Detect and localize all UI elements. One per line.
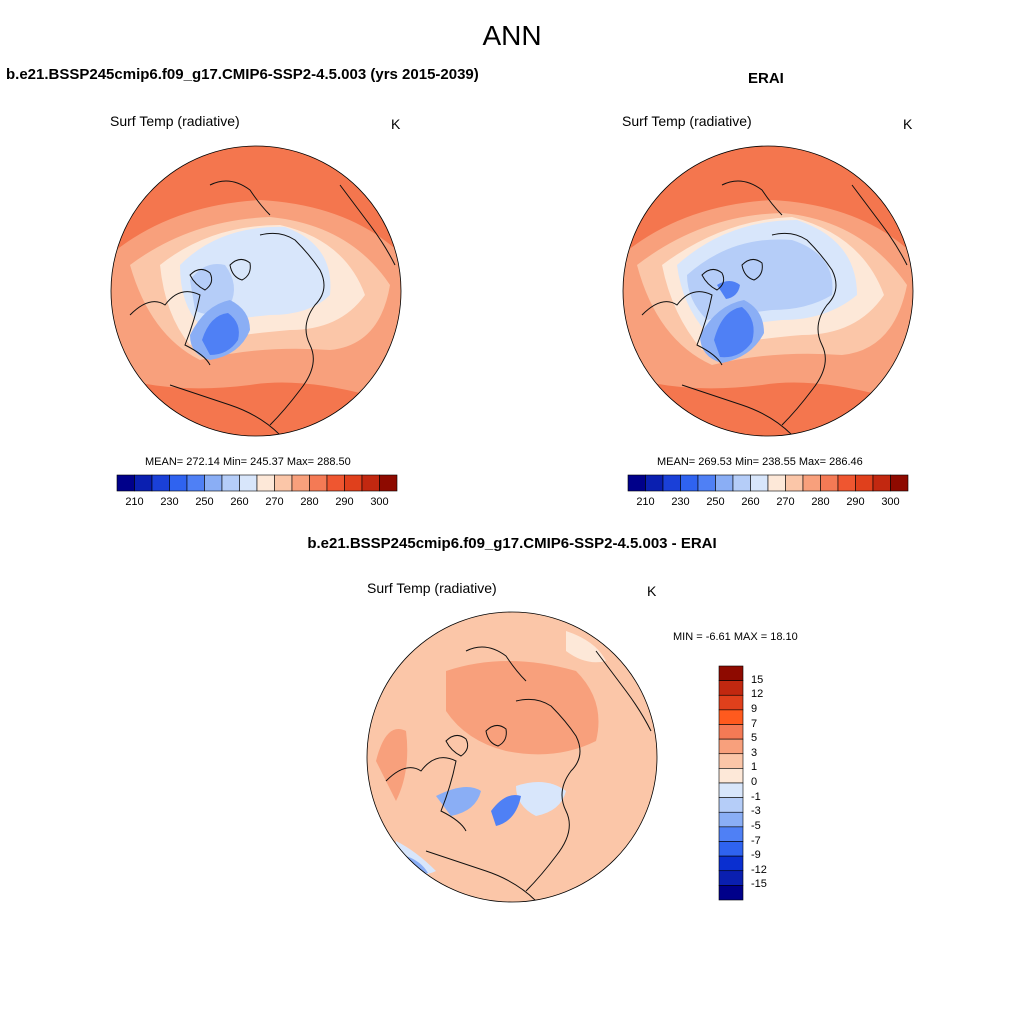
colorbar-swatch	[256, 474, 275, 492]
model-polar-map	[110, 145, 402, 437]
colorbar-tick-label: -7	[751, 834, 761, 847]
colorbar-swatch	[802, 474, 821, 492]
colorbar-swatch	[186, 474, 205, 492]
colorbar-tick-label: -1	[751, 790, 761, 803]
colorbar-swatch	[767, 474, 786, 492]
colorbar-swatch	[718, 797, 744, 813]
colorbar-tick-label: 290	[846, 496, 865, 508]
colorbar-swatch	[837, 474, 856, 492]
colorbar-swatch	[169, 474, 188, 492]
colorbar-swatch	[662, 474, 681, 492]
diff-unit-label: K	[647, 583, 657, 599]
obs-stats: MEAN= 269.53 Min= 238.55 Max= 286.46	[657, 456, 863, 468]
colorbar-tick-label: 290	[335, 496, 354, 508]
colorbar-tick-label: 250	[706, 496, 725, 508]
colorbar-tick-label: 230	[160, 496, 179, 508]
colorbar-swatch	[151, 474, 170, 492]
colorbar-swatch	[890, 474, 909, 492]
colorbar-tick-label: 15	[751, 673, 764, 686]
colorbar-swatch	[274, 474, 293, 492]
model-unit-label: K	[391, 116, 401, 132]
model-colorbar	[116, 474, 398, 492]
colorbar-swatch	[326, 474, 345, 492]
colorbar-swatch	[344, 474, 363, 492]
colorbar-swatch	[645, 474, 664, 492]
colorbar-swatch	[718, 870, 744, 886]
obs-variable-label: Surf Temp (radiative)	[622, 113, 752, 129]
colorbar-tick-label: 280	[300, 496, 319, 508]
colorbar-swatch	[718, 680, 744, 696]
colorbar-tick-label: 0	[751, 776, 758, 788]
diff-colorbar	[718, 665, 744, 901]
colorbar-tick-label: -3	[751, 805, 761, 818]
colorbar-swatch	[718, 826, 744, 842]
page-title: ANN	[482, 20, 542, 51]
colorbar-swatch	[718, 855, 744, 872]
colorbar-swatch	[718, 709, 744, 725]
diff-stats: MIN = -6.61 MAX = 18.10	[673, 631, 798, 643]
colorbar-swatch	[361, 474, 380, 492]
colorbar-tick-label: 7	[751, 717, 758, 730]
colorbar-swatch	[718, 885, 744, 901]
colorbar-swatch	[718, 811, 744, 828]
colorbar-tick-label: 9	[751, 702, 758, 715]
diff-variable-label: Surf Temp (radiative)	[367, 580, 497, 596]
colorbar-tick-label: -5	[751, 819, 761, 832]
colorbar-swatch	[291, 474, 310, 492]
colorbar-tick-label: 210	[125, 496, 144, 508]
colorbar-swatch	[697, 474, 716, 492]
colorbar-swatch	[627, 474, 646, 492]
colorbar-tick-label: 3	[751, 746, 758, 759]
obs-unit-label: K	[903, 116, 913, 132]
model-stats: MEAN= 272.14 Min= 245.37 Max= 288.50	[145, 456, 351, 468]
colorbar-swatch	[204, 474, 223, 492]
colorbar-tick-label: 5	[751, 732, 758, 745]
colorbar-swatch	[309, 474, 328, 492]
colorbar-tick-label: -12	[751, 863, 767, 876]
colorbar-swatch	[715, 474, 734, 492]
colorbar-swatch	[379, 474, 398, 492]
colorbar-swatch	[680, 474, 699, 492]
colorbar-swatch	[718, 841, 744, 857]
colorbar-swatch	[872, 474, 891, 492]
colorbar-swatch	[732, 474, 751, 492]
model-variable-label: Surf Temp (radiative)	[110, 113, 240, 129]
colorbar-swatch	[718, 753, 744, 769]
model-panel-title: b.e21.BSSP245cmip6.f09_g17.CMIP6-SSP2-4.…	[6, 66, 479, 83]
colorbar-tick-label: -15	[751, 878, 767, 891]
obs-panel-title: ERAI	[748, 70, 784, 87]
colorbar-tick-label: 260	[230, 496, 249, 508]
colorbar-tick-label: -9	[751, 849, 761, 862]
colorbar-tick-label: 300	[370, 496, 389, 508]
colorbar-swatch	[718, 694, 744, 711]
colorbar-tick-label: 270	[776, 496, 795, 508]
colorbar-tick-label: 300	[881, 496, 900, 508]
colorbar-swatch	[239, 474, 258, 492]
colorbar-tick-label: 270	[265, 496, 284, 508]
colorbar-swatch	[718, 738, 744, 755]
colorbar-tick-label: 250	[195, 496, 214, 508]
colorbar-swatch	[718, 724, 744, 740]
colorbar-swatch	[116, 474, 135, 492]
colorbar-swatch	[718, 768, 744, 784]
colorbar-tick-label: 280	[811, 496, 830, 508]
colorbar-tick-label: 260	[741, 496, 760, 508]
colorbar-swatch	[221, 474, 240, 492]
colorbar-swatch	[820, 474, 839, 492]
colorbar-tick-label: 1	[751, 761, 758, 774]
colorbar-swatch	[718, 782, 744, 798]
colorbar-swatch	[750, 474, 769, 492]
diff-polar-map	[366, 611, 658, 903]
obs-polar-map	[622, 145, 914, 437]
colorbar-tick-label: 230	[671, 496, 690, 508]
colorbar-swatch	[134, 474, 153, 492]
diff-panel-title: b.e21.BSSP245cmip6.f09_g17.CMIP6-SSP2-4.…	[307, 535, 717, 552]
obs-colorbar	[627, 474, 909, 492]
colorbar-swatch	[785, 474, 804, 492]
colorbar-tick-label: 210	[636, 496, 655, 508]
colorbar-swatch	[718, 665, 744, 681]
colorbar-tick-label: 12	[751, 688, 764, 701]
colorbar-swatch	[855, 474, 874, 492]
